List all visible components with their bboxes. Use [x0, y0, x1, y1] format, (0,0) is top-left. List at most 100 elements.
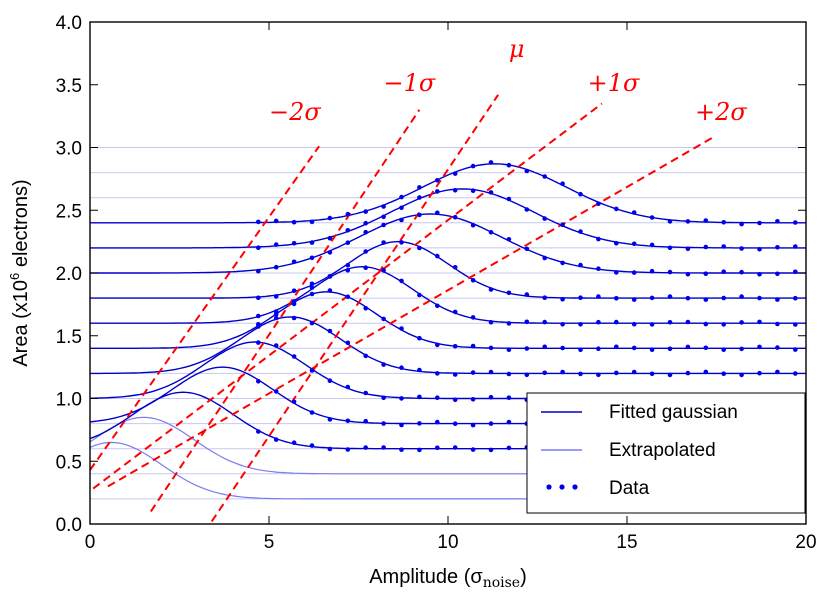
data-point [757, 247, 762, 252]
data-point [614, 370, 619, 376]
data-point [524, 168, 530, 174]
data-point [560, 322, 565, 327]
data-point [399, 205, 404, 211]
data-point [631, 345, 637, 351]
data-point [488, 320, 494, 325]
data-point [399, 422, 404, 428]
data-point [435, 395, 440, 401]
axis-ticks: 0 5 10 15 20 0.0 0.5 1.0 1.5 2.0 2.5 3.0 3.5 4.0 [56, 13, 817, 553]
data-point [542, 174, 547, 179]
y-tick-label: 3.0 [56, 139, 82, 160]
data-point [703, 369, 709, 375]
data-point [273, 309, 279, 314]
data-point [363, 445, 369, 450]
data-point [417, 335, 422, 341]
sigma-line-0 [90, 145, 320, 471]
data-point [703, 218, 709, 223]
data-point [291, 399, 297, 405]
data-point [273, 294, 279, 299]
data-point [470, 222, 476, 228]
data-point [488, 421, 494, 426]
data-point [363, 390, 369, 396]
data-point [417, 195, 422, 200]
data-point [255, 219, 261, 225]
y-tick-label: 4.0 [56, 13, 82, 34]
data-point [291, 219, 297, 225]
data-point [578, 347, 583, 353]
data-point [345, 240, 351, 245]
data-point [291, 241, 297, 246]
data-point [631, 297, 637, 302]
y-tick-label: 1.0 [56, 390, 82, 411]
data-point [273, 389, 279, 394]
data-point [667, 269, 673, 275]
data-point [649, 347, 655, 353]
data-point [327, 378, 333, 384]
data-point [685, 219, 691, 224]
data-point [721, 347, 726, 353]
data-point [327, 328, 333, 334]
data-point [435, 342, 440, 348]
data-point [399, 217, 404, 223]
data-point [721, 220, 726, 225]
data-point [291, 299, 297, 304]
x-tick-label: 10 [437, 532, 458, 553]
data-point [345, 340, 351, 346]
data-point [578, 371, 583, 377]
data-point [542, 255, 547, 261]
data-point [417, 394, 422, 400]
data-point [470, 370, 476, 375]
data-point [417, 185, 422, 190]
data-point [255, 268, 261, 274]
data-point [685, 344, 691, 350]
data-point [721, 322, 726, 327]
data-point [614, 319, 619, 325]
data-point [345, 211, 351, 217]
data-point [667, 372, 673, 378]
data-point [470, 315, 476, 320]
data-point [399, 194, 404, 200]
data-point [631, 369, 637, 375]
data-point [363, 220, 369, 226]
data-point [273, 242, 279, 247]
data-point [273, 264, 279, 270]
data-point [381, 445, 386, 450]
data-point [667, 245, 673, 251]
y-tick-label: 0.5 [56, 452, 82, 473]
data-point [488, 160, 494, 165]
data-point [578, 191, 583, 197]
data-point [596, 236, 601, 242]
data-point [381, 240, 386, 245]
data-point [667, 320, 673, 325]
sigma-labels: −2σ −1σ μ +1σ +2σ [269, 35, 747, 126]
data-point [435, 210, 440, 216]
data-point [417, 245, 422, 251]
x-tick-label: 5 [264, 532, 275, 553]
data-point [506, 395, 512, 401]
data-point [506, 290, 512, 296]
data-point [435, 303, 440, 309]
data-point [667, 219, 673, 224]
data-point [309, 410, 315, 415]
sigma-label-3: +1σ [588, 69, 640, 97]
data-point [542, 370, 547, 376]
data-point [524, 372, 530, 378]
fitted-curve-6 [90, 291, 806, 349]
data-point [327, 215, 333, 221]
data-point [793, 347, 798, 352]
data-point [309, 285, 315, 290]
data-point [649, 242, 655, 248]
data-point [578, 262, 583, 268]
data-point [363, 306, 369, 311]
legend-data-label: Data [609, 478, 650, 499]
data-point [452, 397, 458, 403]
data-point [614, 206, 619, 212]
data-point [399, 396, 404, 401]
data-point [470, 422, 476, 428]
data-point [255, 340, 261, 345]
data-point [399, 278, 404, 284]
data-point [417, 447, 422, 453]
data-point [488, 190, 494, 195]
data-point [345, 268, 351, 273]
data-point [452, 188, 458, 193]
